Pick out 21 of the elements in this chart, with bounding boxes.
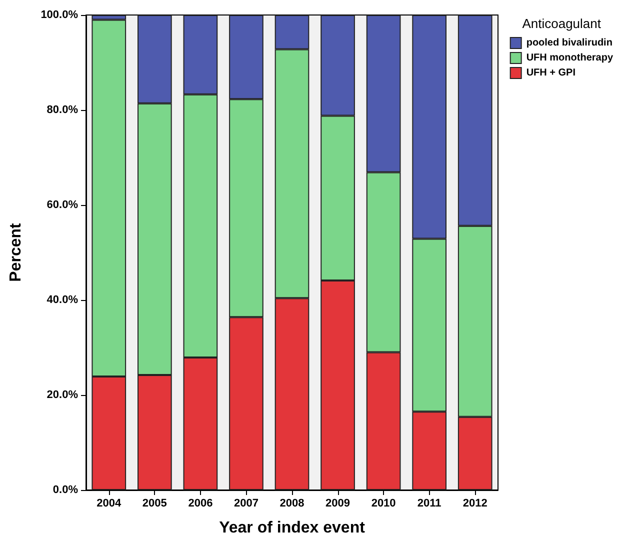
legend-label: UFH + GPI (526, 68, 576, 78)
legend-label: pooled bivalirudin (526, 38, 612, 48)
y-tick-label: 40.0% (46, 294, 78, 306)
x-tick-label: 2005 (142, 498, 167, 510)
x-axis-title: Year of index event (219, 520, 366, 536)
x-tick-label: 2012 (462, 498, 488, 510)
x-tick-label: 2004 (96, 498, 122, 510)
x-tick-label: 2009 (326, 498, 350, 510)
y-tick-label: 100.0% (40, 9, 78, 21)
legend-title: Anticoagulant (522, 16, 602, 31)
x-tick-label: 2007 (234, 498, 258, 510)
y-tick-label: 60.0% (46, 199, 78, 211)
y-tick-label: 80.0% (46, 104, 78, 116)
y-tick-label: 20.0% (46, 389, 78, 401)
legend-label: UFH monotherapy (526, 52, 614, 64)
x-tick-label: 2010 (371, 498, 396, 510)
y-axis-title: Percent (8, 222, 24, 282)
x-tick-label: 2006 (188, 498, 213, 510)
y-tick-label: 0.0% (52, 484, 78, 496)
x-tick-label: 2008 (280, 498, 304, 510)
x-tick-label: 2011 (417, 498, 442, 510)
